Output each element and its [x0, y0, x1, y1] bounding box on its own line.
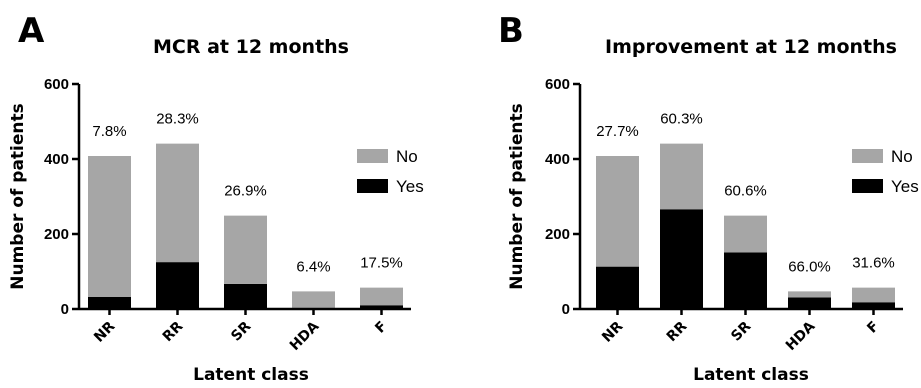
data-label-nr: 27.7% [596, 123, 639, 140]
y-tick-label-400: 400 [44, 151, 69, 168]
panel-letter: A [18, 11, 45, 51]
y-tick-label-600: 600 [44, 76, 69, 93]
data-label-f: 31.6% [852, 255, 895, 272]
data-label-rr: 60.3% [660, 111, 703, 128]
chart-panel-b: B Improvement at 12 months 27.7% NR 60.3% RR 6… [498, 11, 919, 385]
bar-yes-nr [88, 297, 131, 309]
data-label-rr: 28.3% [156, 111, 199, 128]
chart-title: MCR at 12 months [153, 36, 349, 58]
data-label-sr: 60.6% [724, 183, 767, 200]
category-label-f: F [864, 319, 882, 337]
category-label-hda: HDA [287, 318, 323, 354]
bar-no-f [360, 287, 403, 306]
data-label-hda: 66.0% [788, 258, 831, 275]
category-label-sr: SR [228, 318, 254, 344]
bar-no-f [852, 287, 895, 303]
data-label-f: 17.5% [360, 255, 403, 272]
bar-no-sr [724, 215, 767, 253]
bar-no-nr [596, 156, 639, 267]
category-label-rr: RR [160, 318, 187, 345]
bar-no-nr [88, 156, 131, 297]
legend-swatch-no [852, 149, 883, 163]
y-tick-label-400: 400 [545, 151, 570, 168]
category-label-nr: NR [599, 318, 626, 345]
legend-label-yes: Yes [396, 177, 424, 196]
bar-no-rr [156, 143, 199, 263]
data-label-hda: 6.4% [296, 258, 330, 275]
category-label-sr: SR [728, 318, 754, 344]
data-label-sr: 26.9% [224, 183, 267, 200]
bar-no-hda [788, 291, 831, 298]
bar-yes-f [852, 302, 895, 309]
legend-label-yes: Yes [891, 177, 919, 196]
bar-no-rr [660, 143, 703, 210]
bar-yes-rr [660, 209, 703, 309]
y-tick-label-0: 0 [61, 301, 69, 318]
panel-letter: B [498, 11, 524, 51]
legend-swatch-yes [852, 179, 883, 193]
category-label-hda: HDA [783, 318, 819, 354]
chart-panel-a: A MCR at 12 months 7.8% NR 28.3% RR 26.9% SR 6.4… [8, 11, 424, 385]
y-axis-label: Number of patients [507, 103, 527, 290]
x-axis-label: Latent class [693, 365, 809, 385]
x-axis-label: Latent class [193, 365, 309, 385]
y-axis-label: Number of patients [8, 103, 28, 290]
bar-yes-sr [224, 283, 267, 309]
legend-label-no: No [396, 147, 418, 166]
y-tick-label-200: 200 [545, 226, 570, 243]
chart-title: Improvement at 12 months [605, 36, 897, 58]
category-label-f: F [372, 319, 390, 337]
data-label-nr: 7.8% [92, 123, 126, 140]
y-tick-label-0: 0 [562, 301, 570, 318]
bar-yes-rr [156, 262, 199, 309]
category-label-rr: RR [664, 318, 691, 345]
bar-no-sr [224, 215, 267, 284]
legend-swatch-yes [357, 179, 388, 193]
bar-yes-sr [724, 252, 767, 309]
bar-yes-nr [596, 266, 639, 309]
y-tick-label-200: 200 [44, 226, 69, 243]
bar-yes-hda [788, 297, 831, 309]
category-label-nr: NR [91, 318, 118, 345]
legend-swatch-no [357, 149, 388, 163]
legend-label-no: No [891, 147, 913, 166]
y-tick-label-600: 600 [545, 76, 570, 93]
bar-yes-f [360, 305, 403, 309]
bar-no-hda [292, 291, 335, 308]
